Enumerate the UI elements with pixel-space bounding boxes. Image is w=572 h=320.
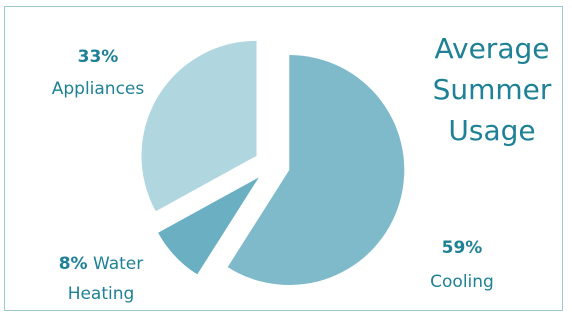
pie-slice-water-heating — [158, 177, 259, 275]
appliances-percent-label: 33% — [78, 47, 119, 67]
water-heating-name-label: Water — [88, 254, 144, 274]
pie-slice-cooling — [227, 55, 405, 286]
pie-slice-appliances — [141, 40, 257, 212]
cooling-percent-label: 59% — [442, 238, 483, 258]
water-heating-label-line-2: Heating — [68, 284, 135, 304]
pie-slices — [141, 40, 405, 286]
water-heating-label-line-1: 8% Water — [59, 254, 144, 274]
cooling-name-label: Cooling — [430, 272, 494, 292]
chart-title-line-1: Average — [435, 32, 550, 65]
appliances-name-label: Appliances — [52, 79, 145, 99]
chart-title-line-2: Summer — [433, 73, 552, 106]
chart-title-line-3: Usage — [448, 114, 535, 147]
water-heating-percent-label: 8% — [59, 254, 88, 274]
